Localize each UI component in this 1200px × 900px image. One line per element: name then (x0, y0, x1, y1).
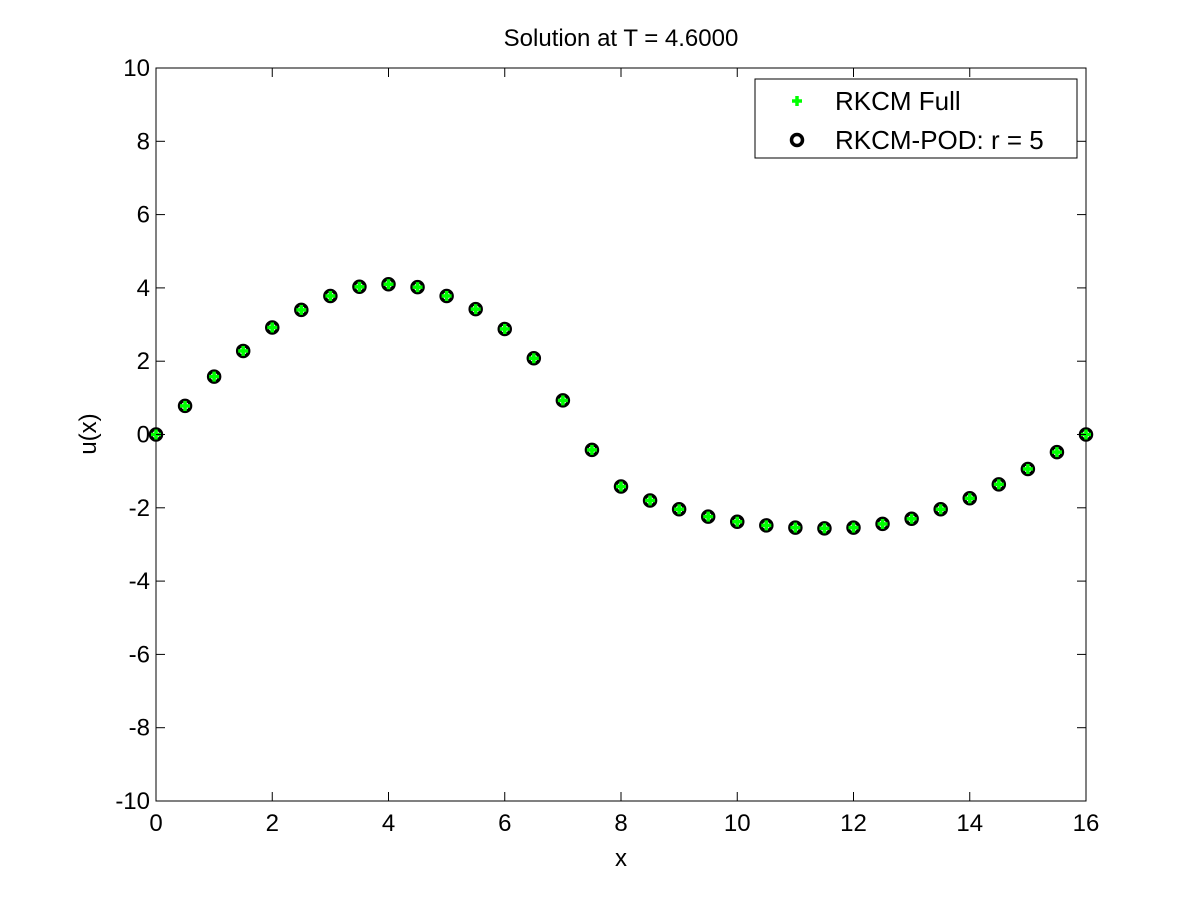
legend-label-rkcm-pod: RKCM-POD: r = 5 (835, 125, 1044, 155)
x-tick-label: 8 (614, 810, 627, 837)
x-tick-label: 12 (840, 810, 867, 837)
data-point-rkcm-full (267, 322, 278, 333)
data-point-rkcm-pod (439, 288, 454, 304)
data-point-rkcm-full (819, 523, 830, 534)
data-point-rkcm-full (1022, 463, 1033, 474)
y-tick-label: -6 (129, 641, 150, 668)
data-point-rkcm-full (848, 522, 859, 533)
y-tick-label: -4 (129, 568, 150, 595)
legend: RKCM Full RKCM-POD: r = 5 (754, 78, 1078, 159)
data-point-rkcm-full (1051, 447, 1062, 458)
data-point-rkcm-pod (497, 321, 512, 337)
data-point-rkcm-pod (352, 279, 367, 295)
y-tick-label: -2 (129, 495, 150, 522)
data-point-rkcm-pod (904, 511, 919, 527)
data-point-rkcm-pod (788, 520, 803, 535)
data-point-rkcm-pod (584, 442, 600, 458)
data-point-rkcm-full (645, 495, 656, 506)
legend-label-rkcm-full: RKCM Full (835, 86, 961, 116)
data-point-rkcm-pod (381, 276, 396, 292)
y-tick-label: 8 (137, 128, 150, 155)
data-point-rkcm-full (732, 516, 743, 527)
y-tick-label: 4 (137, 275, 150, 302)
data-point-rkcm-pod (875, 516, 890, 532)
y-tick-label: -8 (129, 715, 150, 742)
data-point-rkcm-pod (468, 301, 483, 317)
y-tick-label: 0 (137, 422, 150, 449)
data-point-rkcm-pod (323, 288, 338, 304)
data-point-rkcm-pod (642, 493, 658, 508)
data-point-rkcm-full (703, 511, 714, 522)
data-point-rkcm-pod (1049, 444, 1065, 460)
legend-plus-marker (792, 96, 802, 106)
y-tick-label: 2 (137, 348, 150, 375)
data-point-rkcm-pod (846, 520, 861, 535)
data-point-rkcm-full (354, 281, 365, 292)
x-tick-label: 10 (724, 810, 751, 837)
legend-circle-marker (789, 132, 805, 148)
data-point-rkcm-full (906, 513, 917, 524)
data-point-rkcm-full (616, 481, 626, 492)
x-tick-label: 2 (266, 810, 279, 837)
x-tick-label: 6 (498, 810, 511, 837)
data-point-rkcm-pod (730, 514, 745, 529)
data-point-rkcm-pod (1020, 461, 1036, 477)
data-point-rkcm-pod (177, 398, 193, 414)
data-point-rkcm-full (325, 290, 336, 301)
plot-area (155, 67, 1087, 802)
data-point-rkcm-pod (613, 479, 629, 494)
data-point-rkcm-pod (933, 502, 948, 517)
data-point-rkcm-full (470, 304, 481, 315)
data-point-rkcm-pod (700, 509, 716, 524)
data-point-rkcm-full (296, 304, 307, 315)
data-point-rkcm-pod (962, 491, 977, 506)
data-point-rkcm-full (964, 493, 975, 504)
data-point-rkcm-full (180, 400, 191, 411)
data-point-rkcm-pod (671, 502, 687, 517)
data-point-rkcm-full (761, 520, 772, 531)
data-point-rkcm-full (586, 444, 597, 455)
legend-marker-rkcm-full (792, 96, 802, 106)
x-tick-label: 16 (1073, 810, 1100, 837)
data-point-rkcm-pod (206, 369, 222, 384)
data-point-rkcm-full (383, 279, 394, 290)
data-point-rkcm-full (993, 479, 1004, 490)
data-point-rkcm-pod (555, 393, 571, 408)
data-point-rkcm-full (412, 282, 423, 293)
x-tick-label: 4 (382, 810, 395, 837)
x-tick-label: 14 (956, 810, 983, 837)
tick-labels: 0 2 4 6 8 10 12 14 16 -10 -8 -6 -4 -2 0 2 4 6 8 10 (115, 55, 1099, 837)
data-point-rkcm-full (238, 345, 249, 356)
data-point-rkcm-pod (235, 343, 251, 359)
legend-box (754, 78, 1078, 159)
data-markers (148, 276, 1094, 536)
y-tick-label: 6 (137, 202, 150, 229)
chart-title: Solution at T = 4.6000 (504, 25, 739, 52)
legend-marker-rkcm-pod (789, 132, 805, 148)
data-point-rkcm-full (790, 522, 801, 533)
data-point-rkcm-pod (410, 279, 425, 295)
axis-ticks (155, 67, 1087, 802)
data-point-rkcm-full (877, 518, 888, 529)
data-point-rkcm-pod (294, 302, 309, 318)
data-point-rkcm-pod (991, 477, 1007, 492)
data-point-rkcm-full (528, 353, 539, 364)
x-tick-label: 0 (149, 810, 162, 837)
data-point-rkcm-full (499, 323, 510, 334)
data-point-rkcm-pod (759, 518, 774, 533)
data-point-rkcm-full (557, 395, 568, 406)
data-point-rkcm-pod (265, 320, 280, 335)
data-point-rkcm-full (674, 504, 685, 515)
data-point-rkcm-full (441, 290, 452, 301)
x-axis-label: x (615, 845, 627, 872)
data-point-rkcm-pod (526, 351, 542, 366)
y-axis-label: u(x) (75, 413, 102, 454)
y-tick-label: 10 (123, 55, 150, 82)
data-point-rkcm-full (935, 504, 946, 515)
data-point-rkcm-pod (817, 521, 832, 536)
data-point-rkcm-full (209, 371, 220, 382)
y-tick-label: -10 (115, 788, 150, 815)
